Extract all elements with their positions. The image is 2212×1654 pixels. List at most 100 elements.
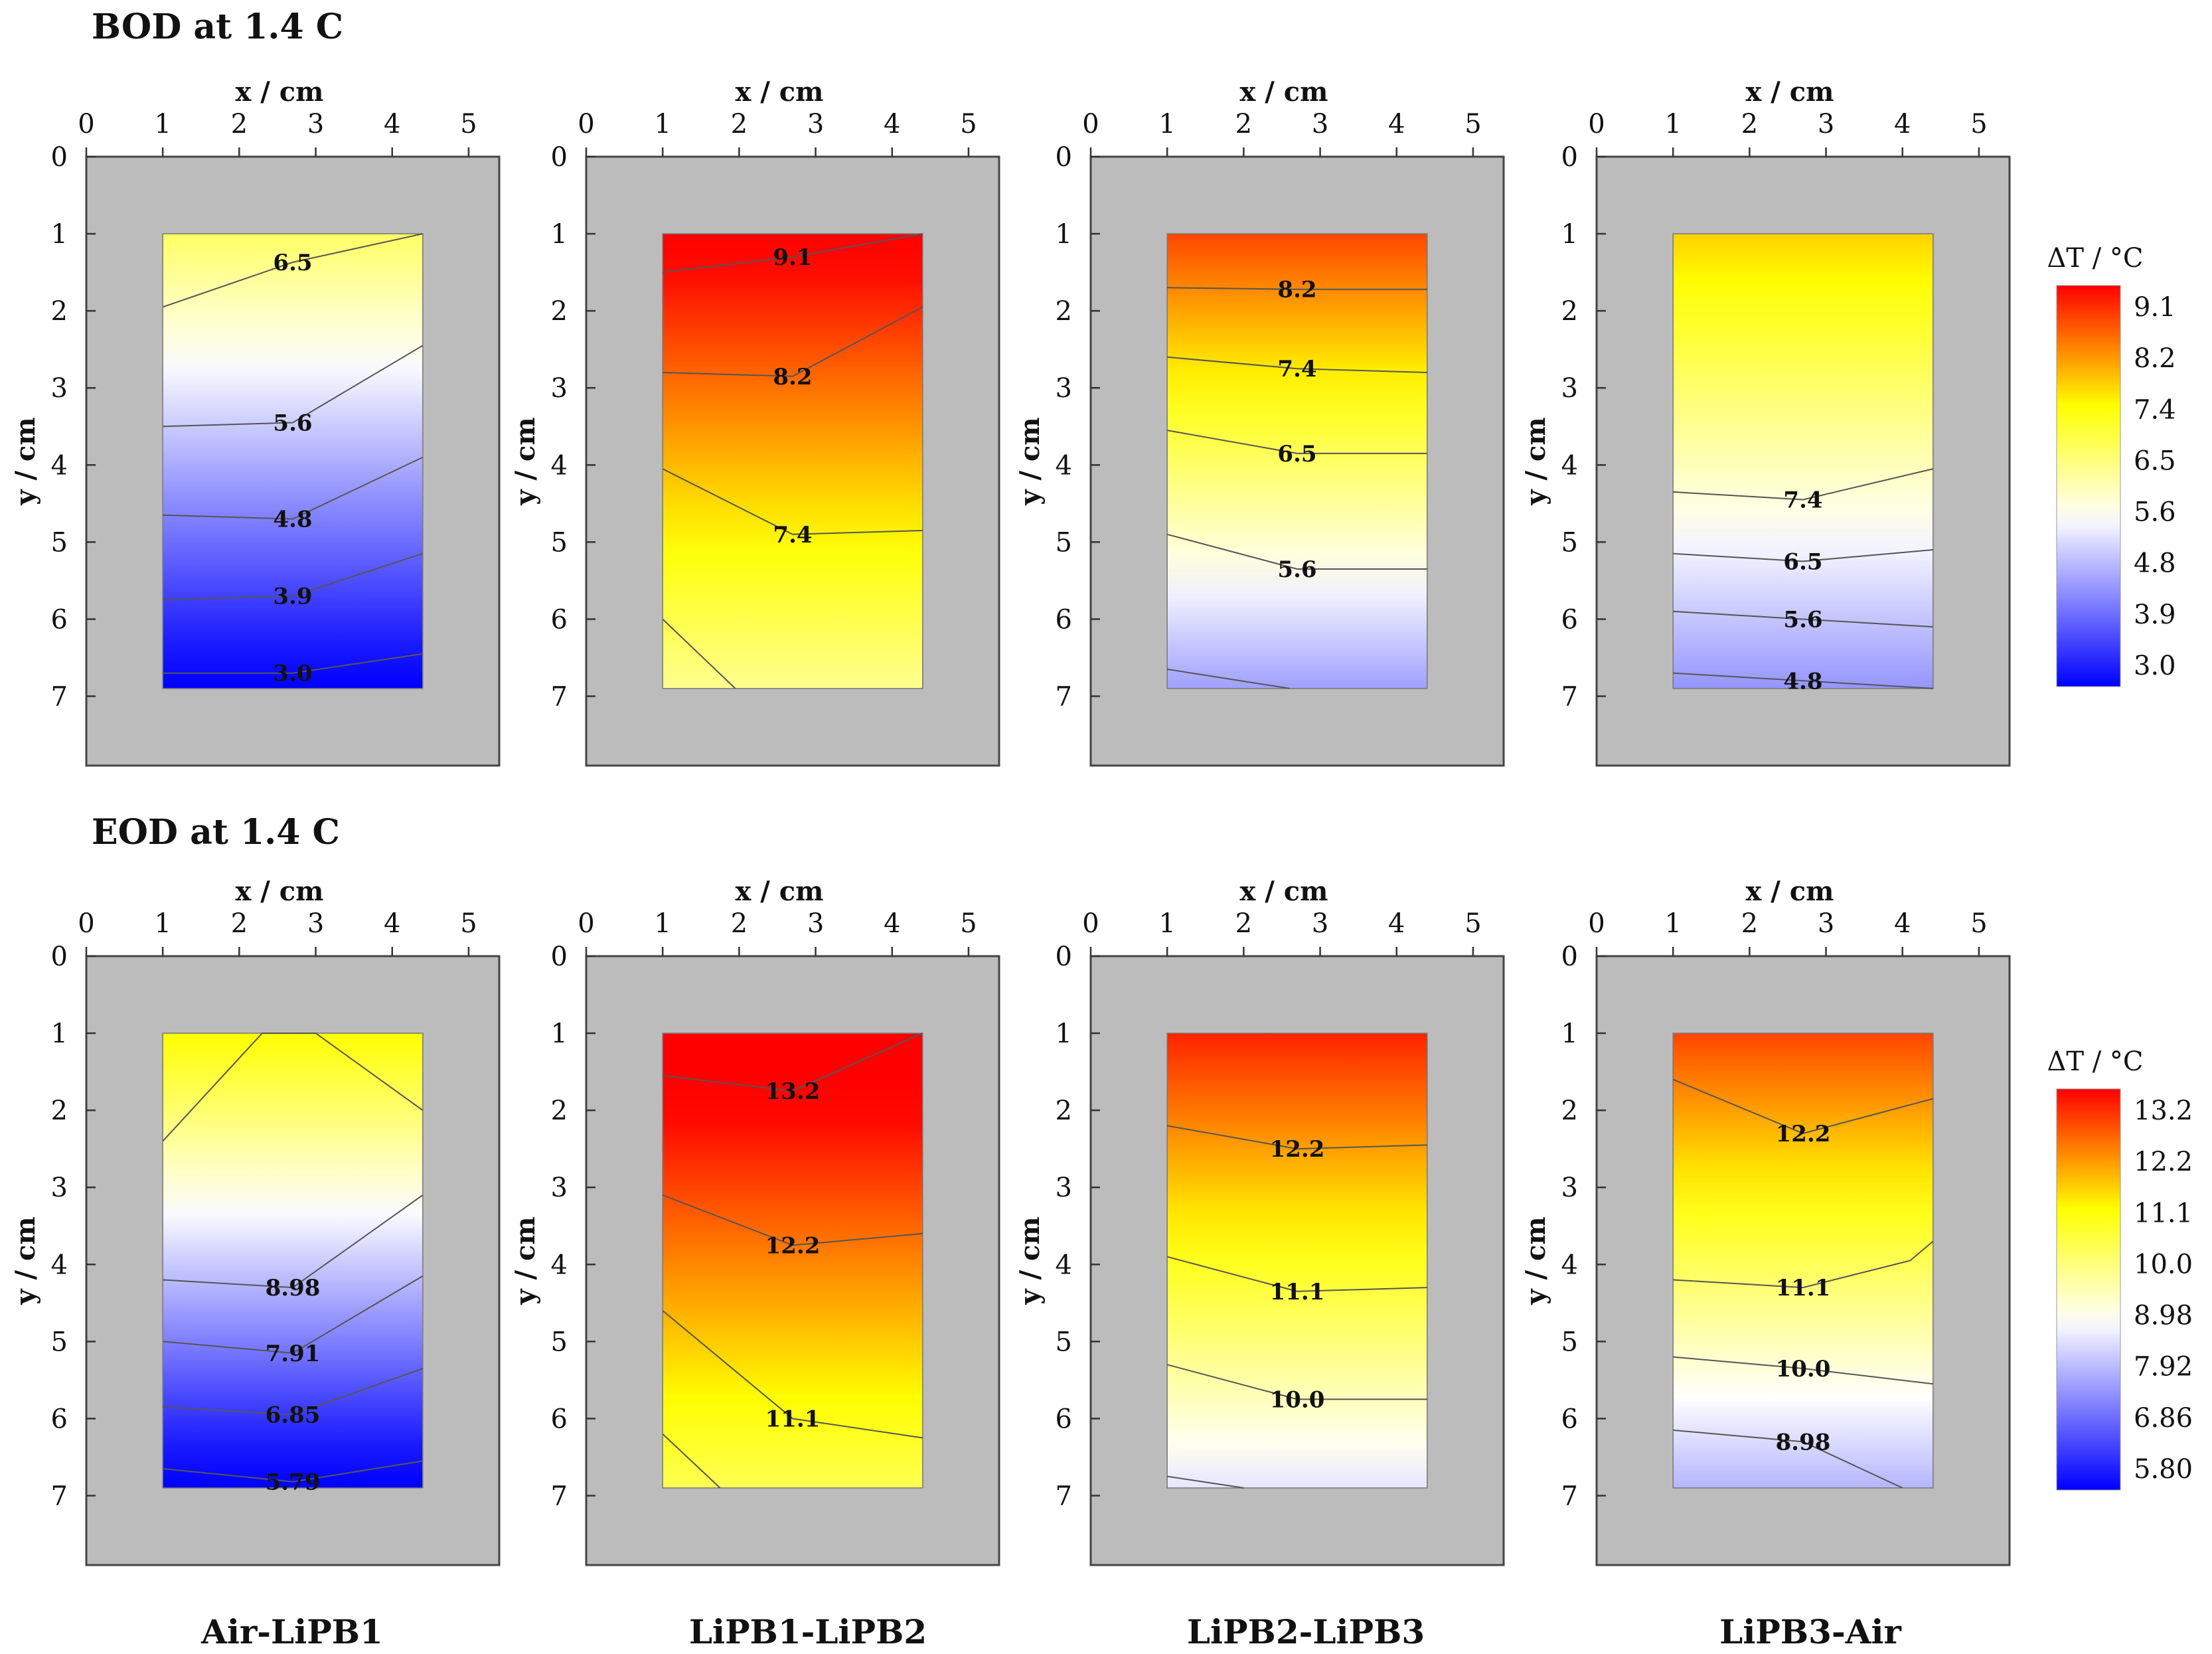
x-tick-label: 0	[1082, 109, 1099, 139]
colorbar-tick-label: 11.1	[2134, 1198, 2193, 1228]
cell-heatmap	[1166, 1033, 1428, 1489]
contour-line	[163, 1460, 423, 1483]
contour-label: 8.98	[1776, 1429, 1831, 1455]
contour-line	[162, 1033, 424, 1142]
x-tick-label: 2	[1741, 908, 1758, 939]
contour-label: 8.2	[1277, 277, 1316, 303]
contour-line	[1673, 1356, 1933, 1385]
colorbar-tick-label: 9.1	[2134, 292, 2176, 323]
x-tick-label: 4	[884, 908, 900, 939]
x-axis-title: x / cm	[1240, 76, 1328, 108]
y-tick-label: 0	[1561, 142, 1578, 173]
y-tick-label: 1	[51, 1019, 68, 1049]
y-tick-label: 6	[1561, 1404, 1578, 1434]
contour-line	[1167, 1125, 1427, 1150]
x-tick-label: 2	[731, 908, 748, 939]
y-tick-label: 3	[1056, 373, 1072, 404]
colorbar-1: ΔT / °C 13.2 12.2 11.1 10.0 8.98 7.92 6.86 5.80	[2047, 1046, 2193, 1491]
y-tick-label: 0	[1561, 942, 1578, 972]
contour-label: 5.6	[273, 410, 312, 436]
y-tick-label: 3	[551, 373, 568, 404]
x-axis-title: x / cm	[1746, 876, 1834, 907]
y-tick-label: 0	[1056, 942, 1072, 972]
y-tick-label: 7	[51, 682, 68, 712]
x-tick-label: 0	[1082, 908, 1099, 939]
x-tick-label: 2	[1235, 908, 1252, 939]
colorbar-tick-label: 6.5	[2134, 446, 2176, 476]
contour-line	[163, 345, 424, 428]
x-tick-label: 3	[1312, 908, 1328, 939]
x-tick-label: 1	[1664, 109, 1681, 139]
contour-line	[163, 1275, 424, 1354]
column-label-lipb3-air: LiPB3-Air	[1719, 1612, 1901, 1651]
contour-line	[1167, 1475, 1244, 1489]
contour-line	[163, 1194, 424, 1289]
contour-line	[163, 653, 423, 674]
y-tick-label: 0	[51, 942, 68, 972]
plot-area: 6.5 5.6 4.8 3.9 3.0 0 1 2 3 4 5 x / cm 0 1 2 3 4 5 6 7 y / c…	[10, 76, 2193, 1566]
colorbar-gradient	[2056, 1088, 2121, 1491]
y-tick-label: 7	[1056, 1481, 1072, 1512]
panel-r0c1: 9.1 8.2 7.4 0 1 2 3 4 5 x / cm 0 1 2 3 4 5 6 7 y / cm	[510, 76, 1000, 767]
y-tick-label: 6	[51, 604, 68, 635]
y-tick-label: 2	[1056, 1096, 1072, 1126]
y-tick-label: 5	[551, 1327, 568, 1357]
contour-line	[163, 552, 424, 601]
y-tick-label: 7	[1561, 1481, 1578, 1512]
y-tick-label: 3	[1561, 1173, 1578, 1203]
y-tick-label: 6	[1561, 604, 1578, 635]
colorbar-0: ΔT / °C 9.1 8.2 7.4 6.5 5.6 4.8 3.9 3.0	[2047, 243, 2176, 687]
x-tick-label: 1	[654, 908, 671, 939]
colorbar-tick-label: 10.0	[2134, 1249, 2193, 1280]
x-tick-label: 0	[78, 109, 94, 139]
x-axis-title: x / cm	[736, 876, 824, 907]
x-tick-label: 5	[960, 908, 977, 939]
x-tick-label: 4	[1894, 908, 1911, 939]
y-tick-label: 5	[1561, 527, 1578, 558]
colorbar-gradient	[2056, 285, 2121, 687]
contour-line	[1167, 668, 1290, 689]
x-tick-label: 0	[78, 908, 94, 939]
x-tick-label: 1	[1158, 109, 1175, 139]
contour-label: 4.8	[273, 507, 312, 533]
x-tick-label: 4	[1894, 109, 1911, 139]
contour-line	[662, 1194, 923, 1246]
y-tick-label: 1	[51, 219, 68, 250]
cell-heatmap	[162, 233, 424, 689]
x-tick-label: 3	[807, 908, 824, 939]
contour-label: 6.85	[266, 1402, 321, 1429]
y-tick-label: 6	[551, 604, 568, 635]
contour-label: 7.4	[1277, 356, 1316, 382]
y-tick-label: 4	[51, 450, 68, 481]
y-tick-label: 4	[551, 1250, 568, 1280]
x-tick-label: 2	[231, 109, 248, 139]
x-tick-label: 5	[1970, 109, 1987, 139]
contour-line	[663, 1033, 923, 1092]
contour-label: 7.4	[1783, 487, 1822, 514]
contour-label: 10.0	[1776, 1356, 1831, 1382]
contour-line	[1673, 1240, 1934, 1289]
x-axis-title: x / cm	[1240, 876, 1328, 907]
colorbar-tick-label: 8.2	[2134, 343, 2176, 374]
y-tick-label: 5	[1561, 1327, 1578, 1357]
contour-label: 5.6	[1783, 606, 1822, 633]
colorbar-tick-label: 7.4	[2134, 394, 2176, 425]
y-tick-label: 2	[551, 296, 568, 327]
cell-heatmap	[162, 1033, 424, 1489]
y-tick-label: 4	[1561, 450, 1578, 481]
x-tick-label: 3	[1312, 109, 1328, 139]
x-tick-label: 3	[307, 109, 324, 139]
y-tick-label: 7	[1561, 682, 1578, 712]
y-tick-label: 0	[551, 142, 568, 173]
y-tick-label: 6	[1056, 604, 1072, 635]
contour-label: 3.0	[273, 661, 312, 687]
contour-label: 5.6	[1277, 556, 1316, 583]
column-label-lipb2-lipb3: LiPB2-LiPB3	[1187, 1612, 1425, 1651]
x-tick-label: 3	[807, 109, 824, 139]
y-tick-label: 5	[51, 527, 68, 558]
y-tick-label: 3	[1056, 1173, 1072, 1203]
cell-heatmap	[1166, 233, 1428, 689]
colorbar-tick-label: 8.98	[2134, 1301, 2193, 1331]
y-axis-title: y / cm	[510, 1216, 541, 1305]
